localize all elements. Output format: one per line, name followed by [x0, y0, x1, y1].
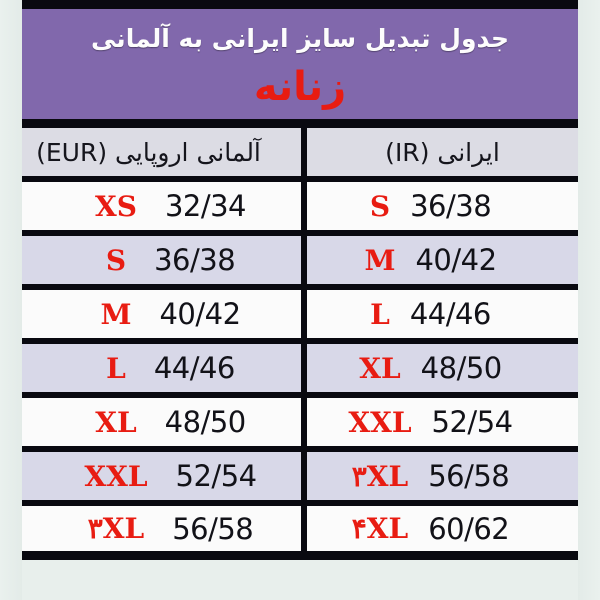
iranian-size-number: 56/58: [428, 459, 510, 493]
left-margin-strip: [0, 0, 22, 600]
european-size-number: 48/50: [164, 405, 247, 439]
cell-iranian: 60/62 ۴XL: [301, 506, 578, 551]
cell-european: 32/34 XS: [28, 182, 301, 230]
cell-european: 40/42 M: [28, 290, 301, 338]
cell-european: 36/38 S: [28, 236, 301, 284]
table-header-row: ایرانی (IR) آلمانی اروپایی (EUR): [22, 128, 578, 182]
cell-iranian: 36/38 S: [301, 182, 578, 230]
table-row: 48/50 XL 44/46 L: [22, 344, 578, 398]
poster-title: جدول تبدیل سایز ایرانی به آلمانی: [91, 24, 509, 53]
poster-banner: جدول تبدیل سایز ایرانی به آلمانی زنانه: [22, 9, 578, 128]
european-size-letter: XS: [94, 189, 137, 223]
table-row: 56/58 ۳XL 52/54 XXL: [22, 452, 578, 506]
cell-iranian: 44/46 L: [301, 290, 578, 338]
european-size-number: 56/58: [172, 511, 254, 546]
cell-iranian: 48/50 XL: [301, 344, 578, 392]
european-size-letter: M: [100, 297, 132, 331]
iranian-size-number: 44/46: [409, 297, 492, 331]
cell-european: 56/58 ۳XL: [28, 506, 301, 551]
column-header-iranian: ایرانی (IR): [301, 128, 578, 176]
iranian-size-letter: M: [364, 243, 396, 277]
european-size-letter: L: [106, 351, 126, 385]
cell-iranian: 52/54 XXL: [301, 398, 578, 446]
iranian-size-letter: ۳XL: [351, 459, 409, 493]
european-size-letter: ۳XL: [87, 512, 145, 545]
european-size-number: 40/42: [159, 297, 241, 331]
european-size-number: 36/38: [154, 243, 236, 277]
iranian-size-letter: XL: [359, 351, 401, 385]
column-header-iranian-label: ایرانی (IR): [385, 137, 500, 167]
size-chart-table: جدول تبدیل سایز ایرانی به آلمانی زنانه ا…: [22, 0, 578, 586]
right-margin-strip: [578, 0, 600, 600]
iranian-size-number: 48/50: [420, 351, 503, 385]
cell-iranian: 40/42 M: [301, 236, 578, 284]
iranian-size-number: 36/38: [410, 189, 492, 223]
table-row: 60/62 ۴XL 56/58 ۳XL: [22, 506, 578, 560]
iranian-size-letter: ۴XL: [351, 512, 409, 545]
european-size-letter: XL: [95, 405, 137, 439]
european-size-letter: XXL: [84, 459, 148, 493]
table-row: 36/38 S 32/34 XS: [22, 182, 578, 236]
iranian-size-letter: S: [369, 189, 391, 223]
cell-iranian: 56/58 ۳XL: [301, 452, 578, 500]
table-row: 40/42 M 36/38 S: [22, 236, 578, 290]
cell-european: 52/54 XXL: [28, 452, 301, 500]
iranian-size-number: 52/54: [431, 405, 514, 439]
iranian-size-number: 60/62: [428, 511, 510, 546]
table-top-border: [22, 0, 578, 9]
european-size-number: 52/54: [175, 459, 258, 493]
iranian-size-letter: L: [370, 297, 390, 331]
european-size-number: 44/46: [153, 351, 236, 385]
european-size-number: 32/34: [164, 189, 247, 223]
iranian-size-letter: XXL: [348, 405, 412, 439]
table-grid: ایرانی (IR) آلمانی اروپایی (EUR) 36/38 S…: [22, 128, 578, 560]
table-row: 52/54 XXL 48/50 XL: [22, 398, 578, 452]
column-header-european-label: آلمانی اروپایی (EUR): [36, 137, 261, 167]
table-row: 44/46 L 40/42 M: [22, 290, 578, 344]
cell-european: 44/46 L: [28, 344, 301, 392]
column-header-european: آلمانی اروپایی (EUR): [28, 128, 301, 176]
iranian-size-number: 40/42: [415, 243, 497, 277]
poster-subtitle: زنانه: [253, 64, 347, 110]
european-size-letter: S: [105, 243, 127, 277]
cell-european: 48/50 XL: [28, 398, 301, 446]
